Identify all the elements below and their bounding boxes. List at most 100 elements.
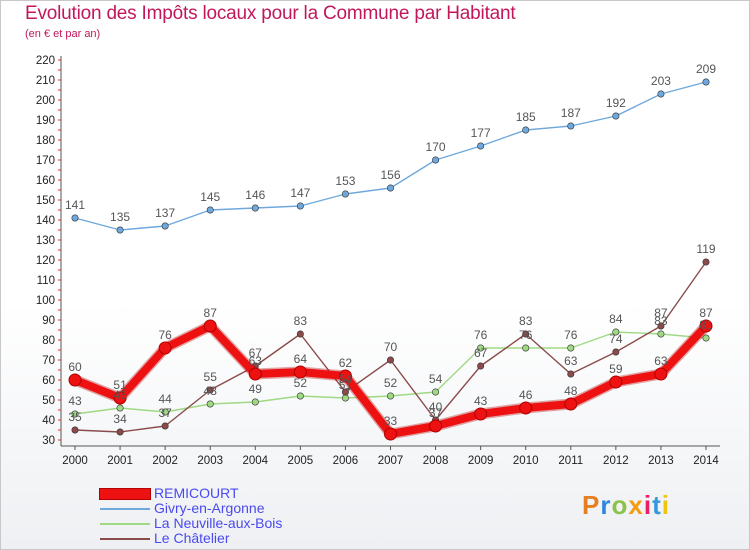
data-point-remicourt	[429, 419, 443, 433]
legend-item: Le Châtelier	[100, 530, 360, 546]
legend-swatch	[100, 489, 150, 499]
data-point-le-chatelier	[341, 388, 349, 396]
data-label: 49	[249, 382, 263, 396]
legend-item: La Neuville-aux-Bois	[100, 515, 360, 531]
data-label: 37	[158, 406, 172, 420]
data-point-remicourt	[293, 365, 307, 379]
data-point-la-neuville-aux-bois	[251, 398, 259, 406]
y-tick-label: 190	[36, 115, 55, 127]
data-point-remicourt	[699, 319, 713, 333]
legend-label: Le Châtelier	[154, 530, 230, 546]
x-tick-label: 2011	[558, 455, 583, 467]
data-label: 141	[65, 198, 85, 212]
data-label: 54	[339, 372, 353, 386]
x-tick-label: 2005	[288, 455, 314, 467]
x-tick-label: 2004	[242, 455, 268, 467]
data-label: 44	[158, 392, 172, 406]
data-point-le-chatelier	[612, 348, 620, 356]
data-point-la-neuville-aux-bois	[612, 328, 620, 336]
x-tick-label: 2000	[62, 455, 88, 467]
data-point-le-chatelier	[296, 330, 304, 338]
data-point-remicourt	[203, 319, 217, 333]
data-label: 63	[249, 354, 263, 368]
data-label: 62	[339, 356, 353, 370]
data-point-le-chatelier	[657, 322, 665, 330]
data-label: 87	[699, 306, 713, 320]
data-point-remicourt	[338, 369, 352, 383]
y-tick-label: 180	[36, 135, 55, 147]
legend-item: REMICOURT	[100, 485, 360, 501]
data-label: 67	[474, 346, 488, 360]
x-tick-label: 2006	[333, 455, 359, 467]
data-point-le-chatelier	[702, 258, 710, 266]
y-tick-label: 110	[37, 275, 55, 287]
data-point-givry-en-argonne	[567, 122, 575, 130]
data-point-givry-en-argonne	[432, 156, 440, 164]
data-point-remicourt	[68, 373, 82, 387]
data-point-remicourt	[564, 397, 578, 411]
x-tick-label: 2010	[513, 455, 539, 467]
data-label: 55	[204, 370, 218, 384]
y-tick-label: 100	[36, 295, 55, 307]
data-point-givry-en-argonne	[296, 202, 304, 210]
data-point-givry-en-argonne	[116, 226, 124, 234]
data-point-remicourt	[158, 341, 172, 355]
data-label: 170	[426, 140, 446, 154]
data-label: 137	[155, 206, 175, 220]
data-label: 33	[384, 414, 398, 428]
data-label: 59	[609, 362, 623, 376]
data-point-remicourt	[474, 407, 488, 421]
legend: REMICOURT Givry-en-Argonne La Neuville-aux…	[100, 485, 360, 546]
data-point-la-neuville-aux-bois	[71, 410, 79, 418]
x-tick-label: 2001	[107, 455, 133, 467]
data-label: 76	[564, 328, 578, 342]
logo-letter: t	[652, 490, 662, 520]
data-point-givry-en-argonne	[657, 90, 665, 98]
data-point-remicourt	[519, 401, 533, 415]
data-label: 43	[68, 394, 82, 408]
y-tick-label: 80	[42, 335, 55, 347]
data-label: 83	[519, 314, 533, 328]
data-label: 43	[474, 394, 488, 408]
logo-letter: x	[628, 490, 644, 520]
chart-subtitle: (en € et par an)	[25, 28, 101, 40]
data-label: 52	[294, 376, 308, 390]
legend-swatch	[100, 523, 150, 525]
data-label: 192	[606, 96, 626, 110]
data-label: 81	[699, 318, 713, 332]
data-label: 37	[429, 406, 443, 420]
data-point-givry-en-argonne	[612, 112, 620, 120]
data-point-la-neuville-aux-bois	[657, 330, 665, 338]
data-label: 34	[113, 412, 127, 426]
x-tick-label: 2012	[603, 455, 629, 467]
data-label: 209	[696, 62, 716, 76]
x-tick-label: 2014	[693, 455, 719, 467]
data-point-givry-en-argonne	[522, 126, 530, 134]
data-point-remicourt	[654, 367, 668, 381]
data-point-givry-en-argonne	[341, 190, 349, 198]
data-label: 67	[249, 346, 263, 360]
data-point-le-chatelier	[477, 362, 485, 370]
data-point-la-neuville-aux-bois	[116, 404, 124, 412]
data-label: 40	[429, 400, 443, 414]
y-tick-label: 210	[36, 75, 55, 87]
data-point-le-chatelier	[522, 330, 530, 338]
data-point-la-neuville-aux-bois	[341, 394, 349, 402]
data-label: 74	[609, 332, 623, 346]
legend-label: REMICOURT	[154, 485, 239, 501]
legend-label: Givry-en-Argonne	[154, 500, 265, 516]
data-point-la-neuville-aux-bois	[477, 344, 485, 352]
data-label: 187	[561, 106, 581, 120]
data-point-la-neuville-aux-bois	[296, 392, 304, 400]
logo-letter: i	[661, 490, 670, 520]
data-point-la-neuville-aux-bois	[522, 344, 530, 352]
data-label: 83	[654, 314, 668, 328]
data-label: 48	[204, 384, 218, 398]
data-label: 145	[200, 190, 220, 204]
x-tick-label: 2009	[468, 455, 494, 467]
data-label: 147	[290, 186, 310, 200]
y-tick-label: 130	[36, 235, 55, 247]
data-label: 70	[384, 340, 398, 354]
data-point-givry-en-argonne	[251, 204, 259, 212]
